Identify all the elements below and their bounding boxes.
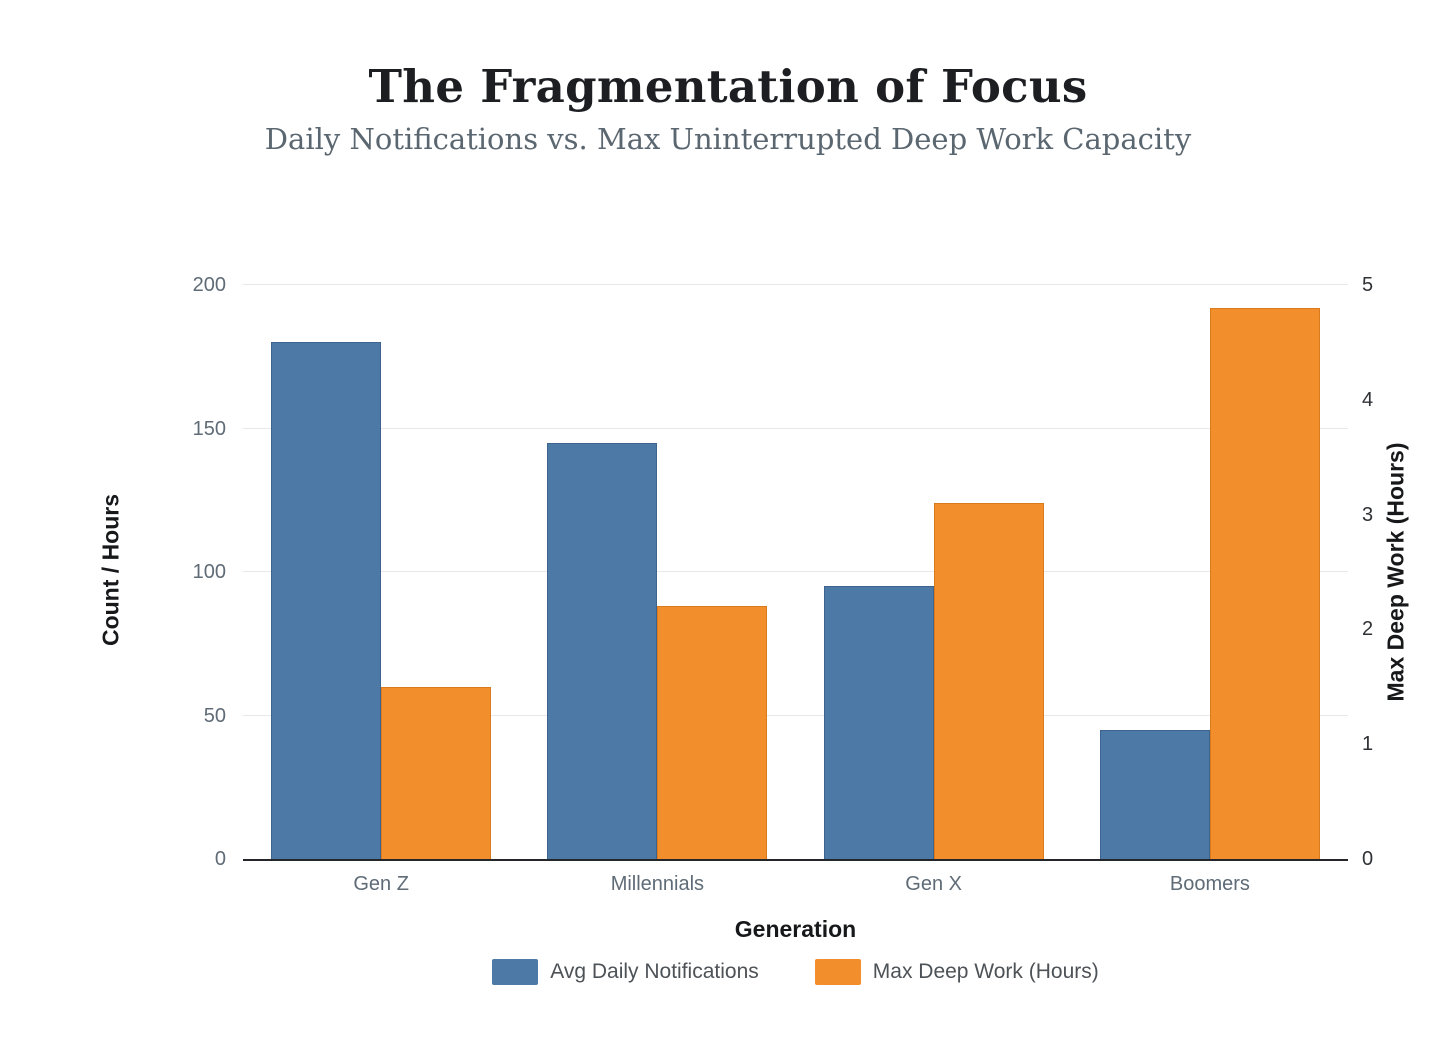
right-tick-label-4: 4 (1362, 388, 1374, 411)
gridline-50 (243, 714, 1348, 716)
x-tick-label-millennials: Millennials (610, 873, 705, 895)
legend-label-avg-daily-notifications: Avg Daily Notifications (550, 960, 759, 983)
chart-subtitle: Daily Notifications vs. Max Uninterrupte… (264, 122, 1192, 156)
bar-group-boomers (1072, 285, 1348, 859)
left-tick-label-100: 100 (192, 561, 226, 583)
bars-layer (243, 285, 1348, 859)
x-tick-label-boomers: Boomers (1169, 873, 1250, 895)
gridline-200 (243, 284, 1348, 285)
right-tick-label-0: 0 (1362, 848, 1374, 870)
bar-group-gen-x (796, 285, 1072, 859)
left-tick-label-150: 150 (192, 417, 226, 440)
legend: Avg Daily Notifications Max Deep Work (Ho… (243, 958, 1348, 986)
bar-gen-x-max-deep-work-hours (933, 503, 1044, 859)
legend-item-max-deep-work-hours: Max Deep Work (Hours) (814, 958, 1099, 986)
left-axis-ticks: 0 50 100 150 200 (140, 274, 226, 870)
bar-millennials-max-deep-work-hours (657, 606, 768, 859)
bar-gen-z-max-deep-work-hours (381, 686, 492, 859)
bar-boomers-avg-daily-notifications (1099, 729, 1210, 859)
x-axis-ticks: Gen Z Millennials Gen X Boomers (243, 872, 1348, 896)
left-tick-label-50: 50 (203, 704, 226, 727)
right-tick-label-3: 3 (1362, 503, 1374, 526)
left-axis-title: Count / Hours (97, 493, 124, 647)
bar-group-gen-z (243, 285, 519, 859)
bar-gen-x-avg-daily-notifications (823, 586, 934, 859)
bar-group-millennials (519, 285, 795, 859)
bar-boomers-max-deep-work-hours (1209, 307, 1320, 859)
legend-label-max-deep-work-hours: Max Deep Work (Hours) (872, 960, 1099, 983)
x-axis-title: Generation (734, 916, 857, 942)
gridline-100 (243, 571, 1348, 572)
legend-swatch-max-deep-work-hours (814, 959, 861, 985)
bar-gen-z-avg-daily-notifications (271, 342, 382, 859)
x-tick-label-gen-x: Gen X (905, 873, 962, 895)
legend-item-avg-daily-notifications: Avg Daily Notifications (492, 958, 759, 986)
legend-swatch-avg-daily-notifications (492, 959, 539, 985)
x-tick-label-gen-z: Gen Z (353, 873, 409, 895)
chart-title: The Fragmentation of Focus (368, 60, 1088, 113)
left-tick-label-200: 200 (192, 274, 226, 296)
right-axis-ticks: 0 1 2 3 4 5 (1362, 274, 1432, 870)
plot-area (243, 284, 1348, 861)
right-tick-label-2: 2 (1362, 618, 1374, 641)
gridline-150 (243, 427, 1348, 429)
right-tick-label-5: 5 (1362, 274, 1374, 296)
right-tick-label-1: 1 (1362, 733, 1374, 756)
bar-millennials-avg-daily-notifications (547, 442, 658, 859)
left-tick-label-0: 0 (214, 848, 226, 870)
